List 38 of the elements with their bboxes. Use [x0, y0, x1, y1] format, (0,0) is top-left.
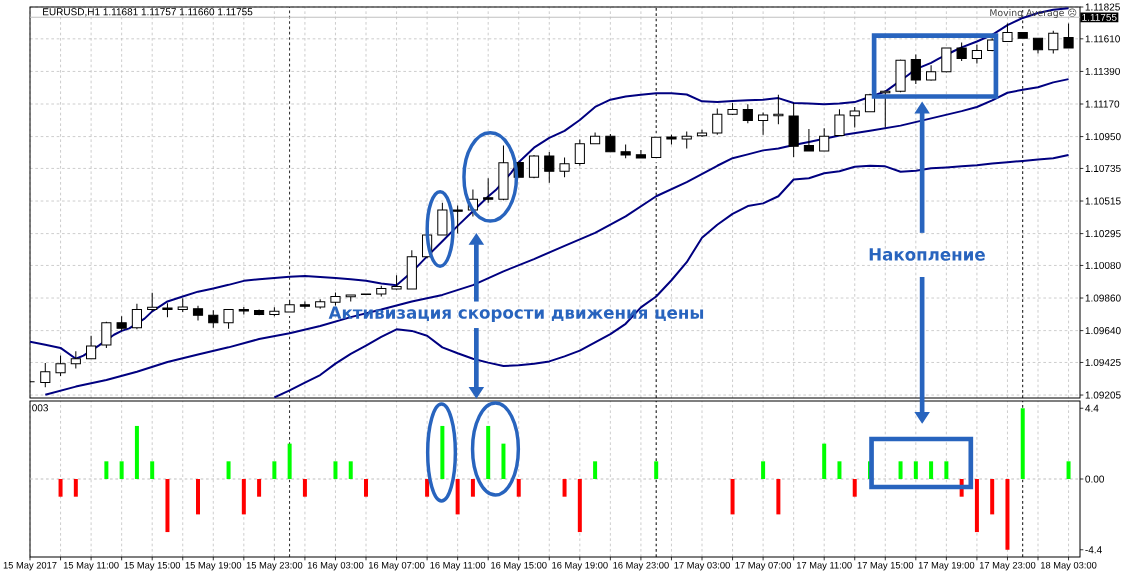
x-tick-label: 17 May 23:00 [979, 561, 1036, 571]
x-tick-label: 17 May 15:00 [857, 561, 914, 571]
y-tick-label: 1.11170 [1085, 100, 1120, 108]
x-tick-label: 16 May 11:00 [430, 561, 486, 571]
y-tick-label: 1.11610 [1085, 35, 1120, 43]
y-tick-label: 4.4 [1085, 404, 1099, 412]
y-tick-label: 1.10735 [1085, 164, 1121, 172]
y-tick-label: 1.11390 [1085, 67, 1120, 75]
x-tick-label: 16 May 23:00 [613, 561, 669, 571]
y-tick-label: 1.10515 [1085, 197, 1121, 205]
y-tick-label: 1.11825 [1085, 3, 1120, 11]
x-tick-label: 15 May 23:00 [246, 561, 303, 571]
x-tick-label: 15 May 2017 [3, 561, 57, 571]
y-tick-label: 1.09425 [1085, 358, 1121, 366]
chart-title: 003 [32, 404, 49, 412]
x-tick-label: 16 May 19:00 [552, 561, 608, 571]
x-tick-label: 16 May 15:00 [491, 561, 547, 571]
ref-line-label: 1.11755 [1082, 13, 1117, 21]
y-tick-label: -4.4 [1085, 546, 1102, 554]
x-tick-label: 17 May 03:00 [674, 561, 730, 571]
chart-title: EURUSD,H1 1.11681 1.11757 1.11660 1.11755 [43, 8, 253, 17]
y-tick-label: 1.10950 [1085, 133, 1121, 141]
y-tick-label: 1.09860 [1085, 294, 1121, 302]
y-tick-label: 0.00 [1085, 475, 1104, 483]
y-tick-label: 1.09640 [1085, 327, 1121, 335]
x-tick-label: 15 May 15:00 [124, 561, 181, 571]
x-tick-label: 17 May 19:00 [918, 561, 975, 571]
x-tick-label: 18 May 03:00 [1040, 561, 1097, 571]
x-tick-label: 17 May 11:00 [796, 561, 852, 571]
x-tick-label: 16 May 03:00 [307, 561, 364, 571]
x-tick-label: 15 May 11:00 [63, 561, 119, 571]
x-tick-label: 15 May 19:00 [185, 561, 242, 571]
y-tick-label: 1.10295 [1085, 230, 1121, 238]
x-tick-label: 17 May 07:00 [735, 561, 791, 571]
y-tick-label: 1.09205 [1085, 391, 1121, 399]
x-tick-label: 16 May 07:00 [368, 561, 425, 571]
annotation: Накопление [869, 248, 985, 261]
y-tick-label: 1.10080 [1085, 261, 1121, 269]
